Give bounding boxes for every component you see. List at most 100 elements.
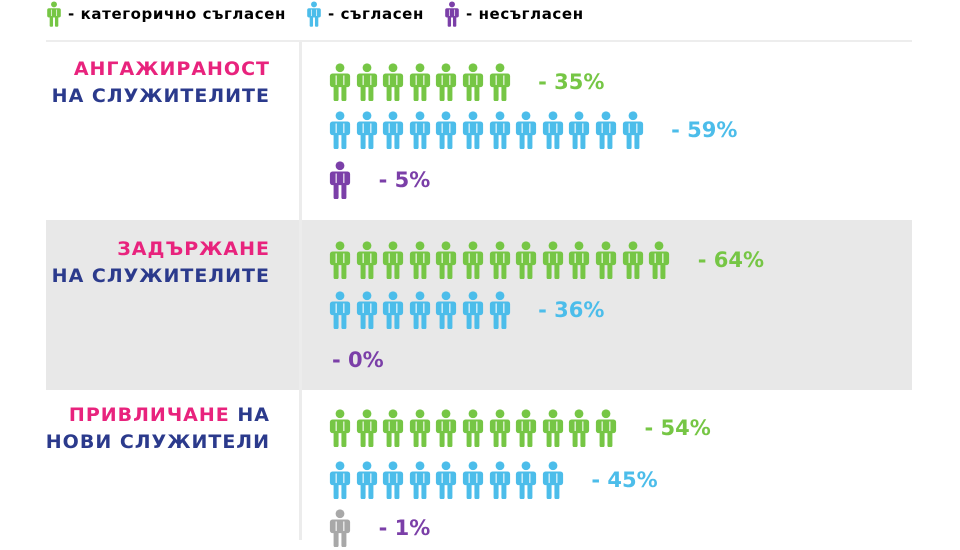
legend-item-agree: - съгласен <box>306 1 424 27</box>
person-icon <box>516 241 537 279</box>
person-icon <box>409 111 430 149</box>
value-label: - 64% <box>697 248 765 272</box>
data-row: - 0% <box>328 338 384 382</box>
person-icon <box>409 241 430 279</box>
category-label-highlight: ЗАДЪРЖАНЕ <box>117 238 270 260</box>
person-icon <box>622 241 643 279</box>
person-icon <box>595 409 617 447</box>
icon-group <box>328 241 674 279</box>
person-icon <box>356 291 377 329</box>
person-icon <box>569 409 590 447</box>
person-icon <box>329 291 351 329</box>
person-icon <box>436 461 457 499</box>
icon-group <box>328 509 355 547</box>
person-icon <box>436 111 457 149</box>
data-row: - 35% <box>328 60 604 104</box>
person-icon <box>516 461 537 499</box>
icon-group <box>328 461 567 499</box>
person-icon <box>356 241 377 279</box>
person-icon <box>462 241 484 279</box>
person-icon <box>489 409 510 447</box>
data-row: - 36% <box>328 288 604 332</box>
category-label: ЗАДЪРЖАНЕ НА СЛУЖИТЕЛИТЕ <box>52 236 270 290</box>
data-row: - 45% <box>328 458 658 502</box>
person-icon <box>516 111 537 149</box>
value-label: - 1% <box>378 516 431 540</box>
category-label-rest: НА СЛУЖИТЕЛИТЕ <box>51 85 270 107</box>
person-icon <box>649 241 670 279</box>
person-icon <box>329 409 351 447</box>
person-icon <box>329 241 351 279</box>
person-icon <box>306 1 328 27</box>
person-icon <box>436 291 457 329</box>
value-label: - 45% <box>591 468 658 492</box>
person-icon <box>383 291 404 329</box>
person-icon <box>329 509 351 547</box>
person-icon <box>356 461 377 499</box>
icon-group <box>328 63 514 101</box>
value-label: - 59% <box>671 118 738 142</box>
value-label: - 35% <box>538 70 605 94</box>
category-label: ПРИВЛИЧАНЕ НА НОВИ СЛУЖИТЕЛИ <box>46 402 270 456</box>
category-label: АНГАЖИРАНОСТ НА СЛУЖИТЕЛИТЕ <box>52 56 270 110</box>
person-icon <box>356 409 377 447</box>
person-icon <box>383 461 404 499</box>
person-icon <box>489 111 510 149</box>
person-icon <box>329 63 351 101</box>
legend: - категорично съгласен - съгласен - несъ… <box>46 0 604 28</box>
category-label-rest: НОВИ СЛУЖИТЕЛИ <box>45 431 270 453</box>
person-icon <box>569 241 590 279</box>
person-icon <box>436 241 457 279</box>
legend-item-disagree: - несъгласен <box>444 1 584 27</box>
person-icon <box>329 111 351 149</box>
data-row: - 54% <box>328 406 711 450</box>
person-icon <box>489 63 510 101</box>
person-icon <box>569 111 590 149</box>
person-icon <box>542 241 563 279</box>
category-label-rest: НА СЛУЖИТЕЛИТЕ <box>51 265 270 287</box>
data-row: - 59% <box>328 108 737 152</box>
data-row: - 1% <box>328 506 430 550</box>
person-icon <box>436 63 457 101</box>
person-icon <box>462 409 484 447</box>
person-icon <box>47 1 61 27</box>
person-icon <box>542 111 563 149</box>
person-icon <box>445 1 459 27</box>
value-label: - 54% <box>644 416 711 440</box>
person-icon <box>516 409 537 447</box>
vertical-divider <box>299 42 302 540</box>
icon-group <box>328 111 647 149</box>
person-icon <box>409 461 430 499</box>
person-icon <box>542 461 563 499</box>
person-icon <box>356 111 377 149</box>
person-icon <box>329 461 351 499</box>
person-icon <box>462 111 484 149</box>
icon-group <box>328 409 621 447</box>
legend-label: - несъгласен <box>465 5 584 23</box>
person-icon <box>46 1 68 27</box>
category-label-highlight: АНГАЖИРАНОСТ <box>73 58 270 80</box>
value-label: - 5% <box>378 168 431 192</box>
data-row: - 5% <box>328 158 430 202</box>
value-label: - 0% <box>332 348 384 372</box>
person-icon <box>595 241 617 279</box>
person-icon <box>409 291 430 329</box>
category-label-highlight: ПРИВЛИЧАНЕ <box>68 404 230 426</box>
person-icon <box>409 409 430 447</box>
icon-group <box>328 291 514 329</box>
person-icon <box>462 291 484 329</box>
person-icon <box>436 409 457 447</box>
legend-label: - съгласен <box>327 5 424 23</box>
person-icon <box>489 291 510 329</box>
value-label: - 36% <box>538 298 605 322</box>
category-label-rest: НА <box>229 404 270 426</box>
legend-label: - категорично съгласен <box>68 5 286 23</box>
top-divider <box>46 40 912 42</box>
person-icon <box>356 63 377 101</box>
person-icon <box>489 241 510 279</box>
person-icon <box>462 63 484 101</box>
person-icon <box>307 1 321 27</box>
person-icon <box>383 241 404 279</box>
data-row: - 64% <box>328 238 764 282</box>
legend-item-strongly-agree: - категорично съгласен <box>46 1 286 27</box>
